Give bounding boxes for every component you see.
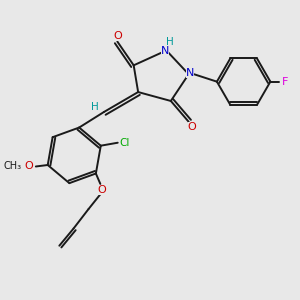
Text: Cl: Cl (119, 138, 130, 148)
Text: H: H (91, 102, 99, 112)
Text: N: N (161, 46, 169, 56)
Text: O: O (188, 122, 197, 132)
Text: O: O (24, 161, 33, 172)
Text: O: O (113, 31, 122, 41)
Text: O: O (97, 184, 106, 194)
Text: H: H (166, 37, 174, 46)
Text: N: N (186, 68, 194, 78)
Text: F: F (282, 77, 288, 87)
Text: CH₃: CH₃ (3, 161, 21, 172)
